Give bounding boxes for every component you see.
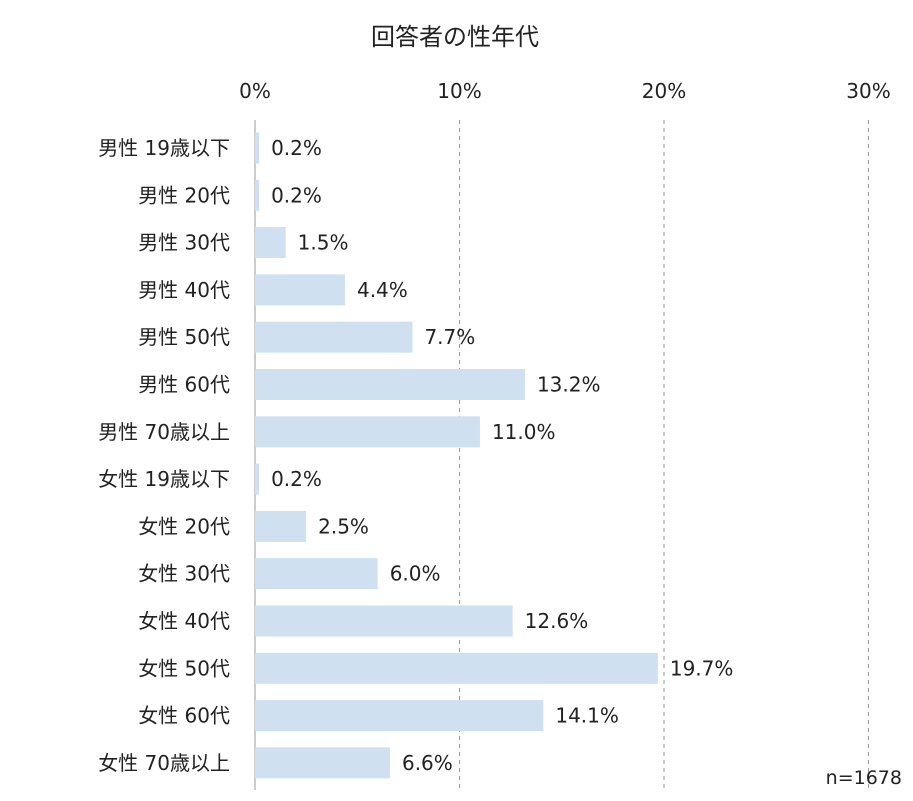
category-label: 女性 50代 — [138, 656, 230, 680]
bar — [255, 463, 260, 495]
category-label: 女性 20代 — [138, 514, 230, 538]
data-label: 11.0% — [492, 420, 556, 444]
bar — [255, 179, 260, 211]
category-label: 男性 50代 — [138, 325, 230, 349]
data-label: 19.7% — [670, 656, 734, 680]
bar — [255, 747, 390, 779]
data-label: 6.6% — [402, 751, 453, 775]
data-label: 2.5% — [318, 514, 369, 538]
data-label: 6.0% — [390, 562, 441, 586]
category-label: 女性 30代 — [138, 562, 230, 586]
bar — [255, 321, 413, 353]
bar — [255, 652, 658, 684]
bar — [255, 227, 286, 259]
data-label: 0.2% — [271, 136, 322, 160]
bar — [255, 274, 345, 306]
data-label: 4.4% — [357, 278, 408, 302]
data-label: 12.6% — [525, 609, 589, 633]
bar — [255, 132, 260, 164]
bar — [255, 605, 513, 637]
chart-title: 回答者の性年代 — [371, 23, 539, 51]
x-axis-ticks: 0% 10% 20% 30% — [239, 79, 891, 103]
data-label: 13.2% — [537, 373, 601, 397]
x-tick-label: 10% — [437, 79, 481, 103]
category-label: 男性 60代 — [138, 373, 230, 397]
bar — [255, 558, 378, 590]
category-label: 男性 30代 — [138, 231, 230, 255]
category-label: 男性 20代 — [138, 183, 230, 207]
data-label: 1.5% — [298, 231, 349, 255]
data-label: 7.7% — [424, 325, 475, 349]
category-label: 女性 19歳以下 — [98, 467, 230, 491]
data-label: 0.2% — [271, 183, 322, 207]
x-tick-label: 20% — [642, 79, 686, 103]
bar — [255, 416, 480, 448]
bar — [255, 369, 525, 400]
gridlines — [254, 120, 869, 790]
sample-size-note: n=1678 — [826, 767, 902, 789]
category-label: 男性 40代 — [138, 278, 230, 302]
data-label: 14.1% — [555, 704, 619, 728]
category-label: 男性 19歳以下 — [98, 136, 230, 160]
bar — [255, 700, 544, 732]
bars — [255, 132, 658, 779]
category-label: 女性 40代 — [138, 609, 230, 633]
data-label: 0.2% — [271, 467, 322, 491]
x-tick-label: 30% — [846, 79, 890, 103]
category-label: 女性 70歳以上 — [98, 751, 230, 775]
value-labels: 0.2% 0.2% 1.5% 4.4% 7.7% 13.2% 11.0% 0.2% 2.5% 6.… — [271, 136, 733, 775]
bar — [255, 510, 307, 542]
category-label: 女性 60代 — [138, 704, 230, 728]
x-tick-label: 0% — [239, 79, 271, 103]
category-label: 男性 70歳以上 — [98, 420, 230, 444]
